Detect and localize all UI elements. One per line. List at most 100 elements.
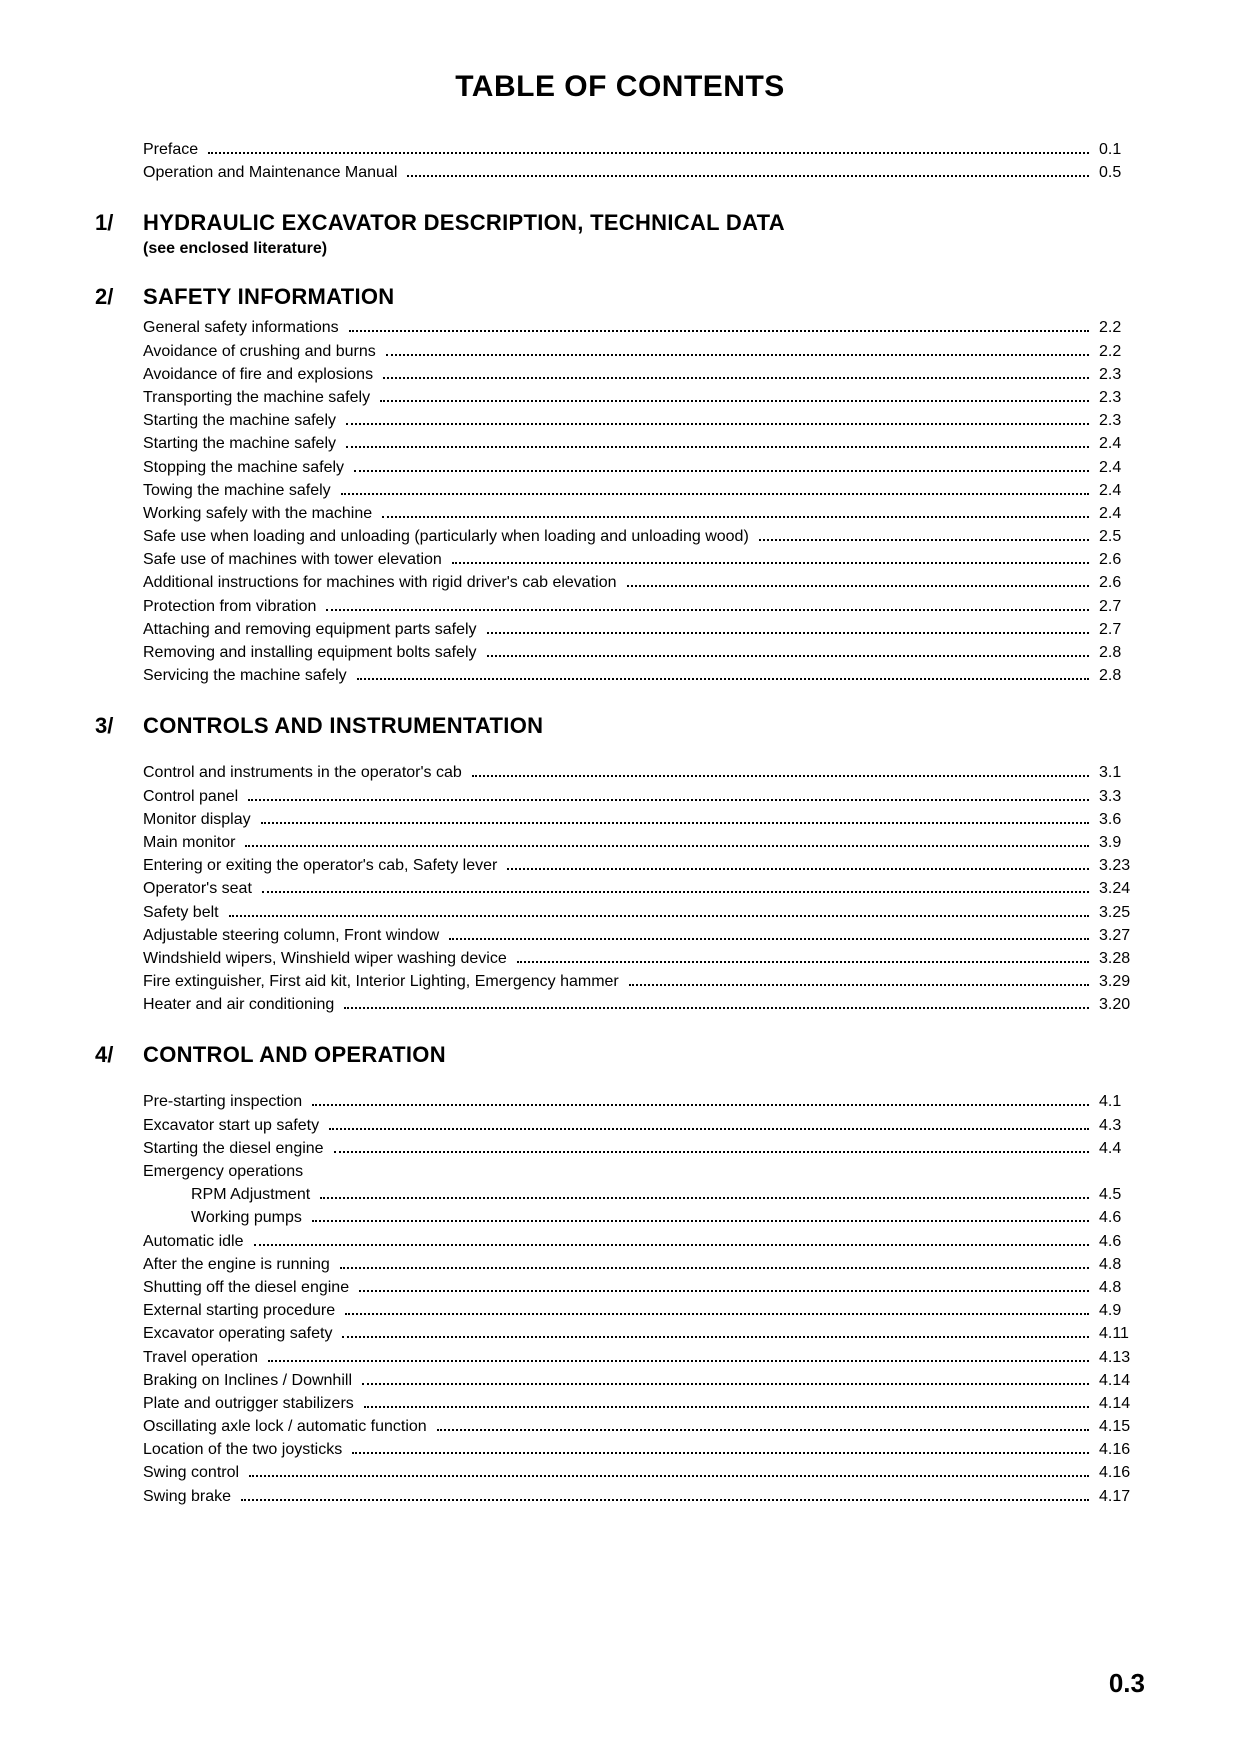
toc-entry: Avoidance of fire and explosions2.3 <box>95 363 1145 386</box>
toc-entry: Protection from vibration2.7 <box>95 595 1145 618</box>
toc-entry: Fire extinguisher, First aid kit, Interi… <box>95 970 1145 993</box>
toc-entry: After the engine is running4.8 <box>95 1253 1145 1276</box>
section-number: 3/ <box>95 713 143 739</box>
toc-entry-label: Excavator operating safety <box>143 1322 332 1345</box>
toc-entry-label: RPM Adjustment <box>191 1183 310 1206</box>
toc-entry: External starting procedure4.9 <box>95 1299 1145 1322</box>
leader-dots <box>326 609 1089 611</box>
toc-entry: Adjustable steering column, Front window… <box>95 924 1145 947</box>
toc-entry-page: 4.8 <box>1099 1253 1145 1276</box>
toc-entry-label: Protection from vibration <box>143 595 316 618</box>
toc-entry-label: Safety belt <box>143 901 219 924</box>
toc-entry-page: 2.8 <box>1099 641 1145 664</box>
toc-entry-label: Plate and outrigger stabilizers <box>143 1392 354 1415</box>
leader-dots <box>312 1220 1089 1222</box>
toc-entry-label: Starting the machine safely <box>143 409 336 432</box>
section-header: 1/HYDRAULIC EXCAVATOR DESCRIPTION, TECHN… <box>95 210 1145 236</box>
section-note: (see enclosed literature) <box>143 240 1145 258</box>
toc-entry: Excavator operating safety4.11 <box>95 1322 1145 1345</box>
toc-entry-label: Travel operation <box>143 1346 258 1369</box>
toc-entry-label: Fire extinguisher, First aid kit, Interi… <box>143 970 619 993</box>
toc-entry: Monitor display 3.6 <box>95 808 1145 831</box>
toc-entry-label: Avoidance of fire and explosions <box>143 363 373 386</box>
toc-entry-label: Automatic idle <box>143 1230 244 1253</box>
toc-entry-page: 4.3 <box>1099 1114 1145 1137</box>
leader-dots <box>357 678 1089 680</box>
toc-entry: Safety belt3.25 <box>95 901 1145 924</box>
toc-entry-page: 4.6 <box>1099 1206 1145 1229</box>
toc-entry-list: Control and instruments in the operator'… <box>95 761 1145 1016</box>
leader-dots <box>262 891 1089 893</box>
toc-entry-label: Control and instruments in the operator'… <box>143 761 462 784</box>
toc-entry-page: 3.3 <box>1099 785 1145 808</box>
toc-entry-page: 2.2 <box>1099 340 1145 363</box>
leader-dots <box>382 516 1089 518</box>
section-title: CONTROL AND OPERATION <box>143 1042 446 1068</box>
toc-entry: Swing control 4.16 <box>95 1461 1145 1484</box>
toc-entry-page: 2.5 <box>1099 525 1145 548</box>
leader-dots <box>364 1406 1089 1408</box>
leader-dots <box>362 1383 1089 1385</box>
toc-entry-label: Attaching and removing equipment parts s… <box>143 618 477 641</box>
leader-dots <box>241 1499 1089 1501</box>
section-title: HYDRAULIC EXCAVATOR DESCRIPTION, TECHNIC… <box>143 210 785 236</box>
toc-entry-page: 3.6 <box>1099 808 1145 831</box>
leader-dots <box>334 1151 1089 1153</box>
toc-entry: Emergency operations <box>95 1160 1145 1183</box>
leader-dots <box>340 1267 1089 1269</box>
toc-entry: Entering or exiting the operator's cab, … <box>95 854 1145 877</box>
section-number: 1/ <box>95 210 143 236</box>
toc-entry-page: 4.4 <box>1099 1137 1145 1160</box>
toc-entry-page: 2.2 <box>1099 316 1145 339</box>
toc-entry: Servicing the machine safely2.8 <box>95 664 1145 687</box>
toc-entry-page: 2.4 <box>1099 502 1145 525</box>
leader-dots <box>349 330 1089 332</box>
leader-dots <box>341 493 1089 495</box>
toc-entry-page: 2.6 <box>1099 571 1145 594</box>
toc-entry: Working safely with the machine2.4 <box>95 502 1145 525</box>
toc-entry-page: 4.1 <box>1099 1090 1145 1113</box>
toc-entry-page: 0.5 <box>1099 161 1145 184</box>
toc-entry-page: 4.14 <box>1099 1392 1145 1415</box>
toc-entry-label: Emergency operations <box>143 1160 303 1183</box>
leader-dots <box>759 539 1089 541</box>
leader-dots <box>346 423 1089 425</box>
toc-entry-label: Swing control <box>143 1461 239 1484</box>
toc-entry-page: 2.3 <box>1099 386 1145 409</box>
section-header: 2/SAFETY INFORMATION <box>95 284 1145 310</box>
toc-entry-page: 4.15 <box>1099 1415 1145 1438</box>
toc-entry-label: Monitor display <box>143 808 251 831</box>
toc-entry-page: 2.6 <box>1099 548 1145 571</box>
toc-entry: RPM Adjustment4.5 <box>95 1183 1145 1206</box>
toc-entry-page: 4.16 <box>1099 1461 1145 1484</box>
leader-dots <box>268 1360 1089 1362</box>
page-number: 0.3 <box>1109 1668 1145 1699</box>
toc-entry: Working pumps4.6 <box>95 1206 1145 1229</box>
toc-entry-label: Location of the two joysticks <box>143 1438 342 1461</box>
leader-dots <box>354 470 1089 472</box>
toc-section: 3/CONTROLS AND INSTRUMENTATION Control an… <box>95 713 1145 1016</box>
toc-entry-page: 4.17 <box>1099 1485 1145 1508</box>
leader-dots <box>627 585 1090 587</box>
leader-dots <box>487 632 1089 634</box>
toc-entry-page: 3.1 <box>1099 761 1145 784</box>
leader-dots <box>407 175 1089 177</box>
leader-dots <box>261 822 1089 824</box>
toc-entry-label: Towing the machine safely <box>143 479 331 502</box>
section-header: 3/CONTROLS AND INSTRUMENTATION <box>95 713 1145 739</box>
leader-dots <box>629 984 1089 986</box>
toc-entry-label: Avoidance of crushing and burns <box>143 340 376 363</box>
toc-entry-page: 4.16 <box>1099 1438 1145 1461</box>
toc-entry: Automatic idle4.6 <box>95 1230 1145 1253</box>
section-number: 4/ <box>95 1042 143 1068</box>
toc-entry-page: 3.9 <box>1099 831 1145 854</box>
toc-entry-page: 2.4 <box>1099 479 1145 502</box>
leader-dots <box>254 1244 1090 1246</box>
toc-entry: Heater and air conditioning3.20 <box>95 993 1145 1016</box>
toc-entry-label: Additional instructions for machines wit… <box>143 571 617 594</box>
toc-entry-label: Safe use when loading and unloading (par… <box>143 525 749 548</box>
toc-entry: Swing brake4.17 <box>95 1485 1145 1508</box>
toc-entry-page: 2.4 <box>1099 456 1145 479</box>
toc-section: 2/SAFETY INFORMATIONGeneral safety infor… <box>95 284 1145 687</box>
leader-dots <box>345 1313 1089 1315</box>
